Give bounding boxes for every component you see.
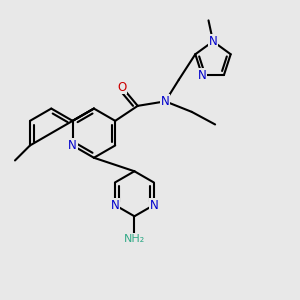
Text: N: N [68, 139, 77, 152]
Text: N: N [161, 95, 170, 108]
Text: N: N [110, 199, 119, 212]
Text: N: N [208, 35, 217, 48]
Text: NH₂: NH₂ [124, 234, 145, 244]
Text: N: N [198, 68, 206, 82]
Text: N: N [149, 199, 158, 212]
Text: O: O [118, 81, 127, 94]
